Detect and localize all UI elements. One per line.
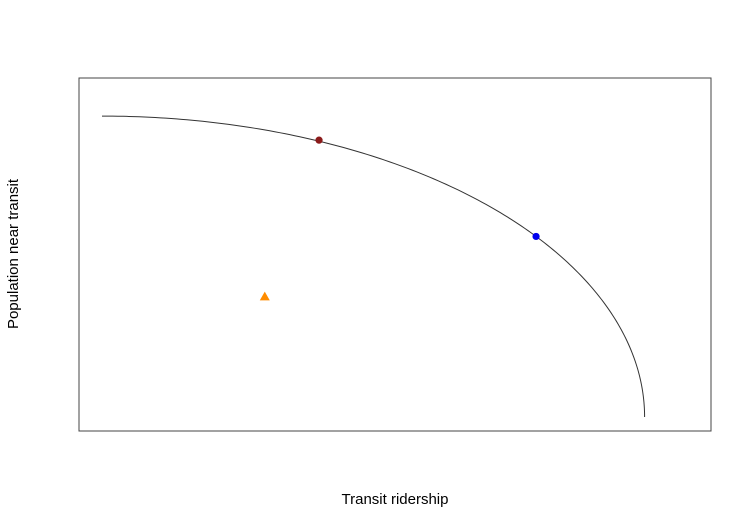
production-possibility-curve xyxy=(101,115,646,418)
data-point-triangle-3 xyxy=(259,291,270,301)
plot-area-frame xyxy=(78,77,712,432)
y-axis-label: Population near transit xyxy=(5,178,22,329)
x-axis-label: Transit ridership xyxy=(342,491,449,508)
data-point-circle-2 xyxy=(532,232,540,241)
data-points xyxy=(259,136,540,301)
data-point-circle-1 xyxy=(315,136,323,144)
